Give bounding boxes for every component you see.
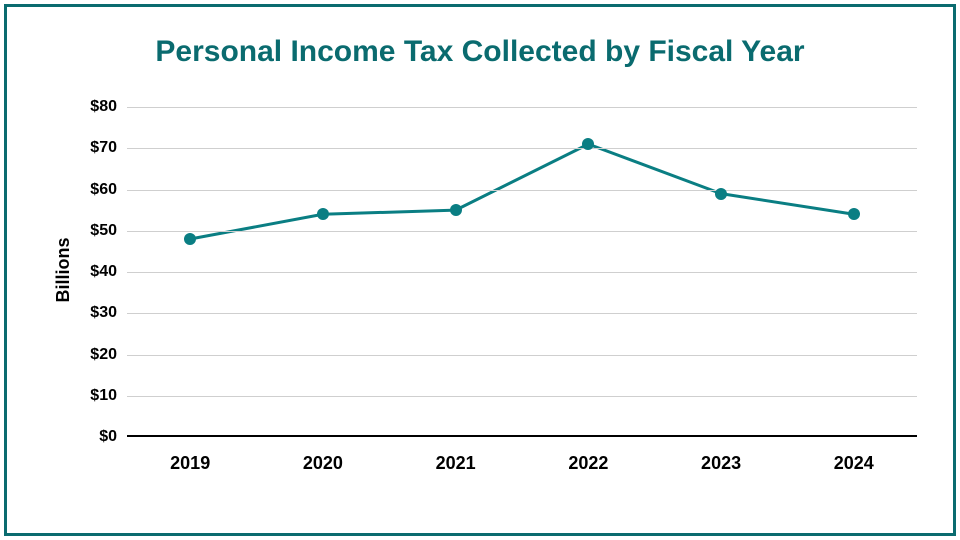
gridline — [127, 148, 917, 149]
gridline — [127, 231, 917, 232]
gridline — [127, 355, 917, 356]
data-point — [582, 138, 594, 150]
data-point — [450, 204, 462, 216]
y-tick-label: $40 — [90, 263, 117, 281]
x-tick-label: 2024 — [834, 453, 874, 474]
data-point — [184, 233, 196, 245]
data-point — [848, 208, 860, 220]
y-tick-label: $50 — [90, 222, 117, 240]
y-tick-label: $30 — [90, 304, 117, 322]
plot-area: $0$10$20$30$40$50$60$70$8020192020202120… — [127, 107, 917, 437]
x-axis-line — [127, 435, 917, 437]
y-tick-label: $70 — [90, 139, 117, 157]
series-line — [190, 144, 854, 239]
y-axis-label: Billions — [53, 237, 74, 302]
data-point — [715, 188, 727, 200]
y-tick-label: $60 — [90, 181, 117, 199]
y-tick-label: $0 — [99, 428, 117, 446]
x-tick-label: 2023 — [701, 453, 741, 474]
chart-frame: Personal Income Tax Collected by Fiscal … — [4, 4, 956, 536]
gridline — [127, 272, 917, 273]
y-tick-label: $20 — [90, 346, 117, 364]
x-tick-label: 2021 — [436, 453, 476, 474]
y-tick-label: $10 — [90, 387, 117, 405]
gridline — [127, 313, 917, 314]
gridline — [127, 107, 917, 108]
x-tick-label: 2020 — [303, 453, 343, 474]
data-point — [317, 208, 329, 220]
x-tick-label: 2019 — [170, 453, 210, 474]
y-tick-label: $80 — [90, 98, 117, 116]
gridline — [127, 396, 917, 397]
gridline — [127, 190, 917, 191]
x-tick-label: 2022 — [568, 453, 608, 474]
chart-title: Personal Income Tax Collected by Fiscal … — [7, 35, 953, 69]
